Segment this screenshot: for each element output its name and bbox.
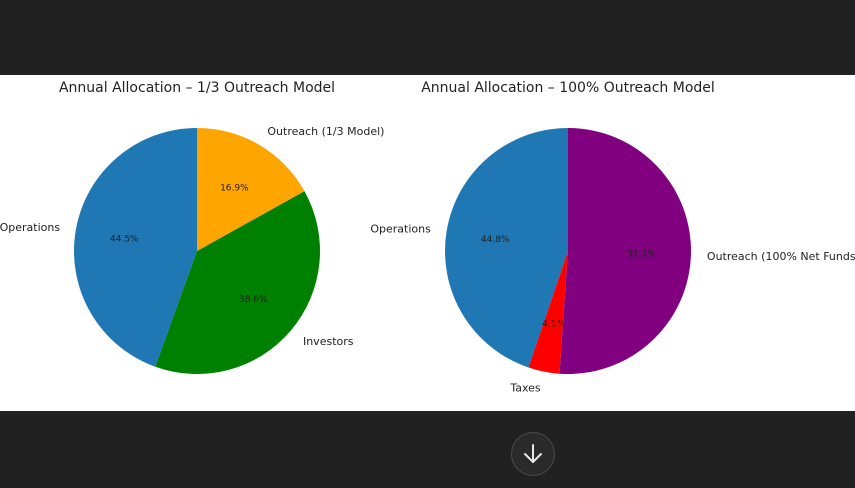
chart-figure: Annual Allocation – 1/3 Outreach Model 4… — [0, 75, 855, 411]
pie-slice-outreach-100-net-funds — [559, 127, 692, 374]
pie-pct-label: 44.5% — [110, 234, 139, 244]
pie-category-label: Investors — [303, 335, 354, 348]
chart-title: Annual Allocation – 1/3 Outreach Model — [59, 80, 335, 96]
pie-category-label: Taxes — [509, 381, 541, 394]
top-bar — [0, 0, 855, 75]
pie-pct-label: 38.6% — [239, 295, 268, 305]
scroll-down-button[interactable] — [511, 432, 555, 476]
pie-slice-outreach-1-3-model — [197, 128, 305, 251]
pie-pct-label: 51.1% — [627, 250, 656, 260]
pie-slice-investors — [155, 191, 320, 374]
chart-title: Annual Allocation – 100% Outreach Model — [421, 80, 715, 96]
pie-slice-operations — [444, 128, 568, 368]
pie-slice-taxes — [528, 251, 568, 374]
pie-pct-label: 16.9% — [220, 183, 249, 193]
pie-category-label: Operations — [0, 221, 60, 234]
pie-category-label: Operations — [370, 222, 431, 235]
pie-chart-one-third-model: Annual Allocation – 1/3 Outreach Model 4… — [0, 80, 384, 374]
pie-category-label: Outreach (100% Net Funds) — [707, 250, 855, 263]
chart-canvas: Annual Allocation – 1/3 Outreach Model 4… — [0, 80, 855, 394]
pie-pct-label: 4.1% — [542, 319, 565, 329]
pie-pct-label: 44.8% — [481, 235, 510, 245]
arrow-down-icon — [524, 444, 542, 463]
bottom-bar — [0, 411, 855, 488]
pie-chart-full-outreach-model: Annual Allocation – 100% Outreach Model … — [370, 80, 855, 394]
pie-category-label: Outreach (1/3 Model) — [267, 125, 384, 138]
pie-slice-operations — [74, 128, 197, 367]
